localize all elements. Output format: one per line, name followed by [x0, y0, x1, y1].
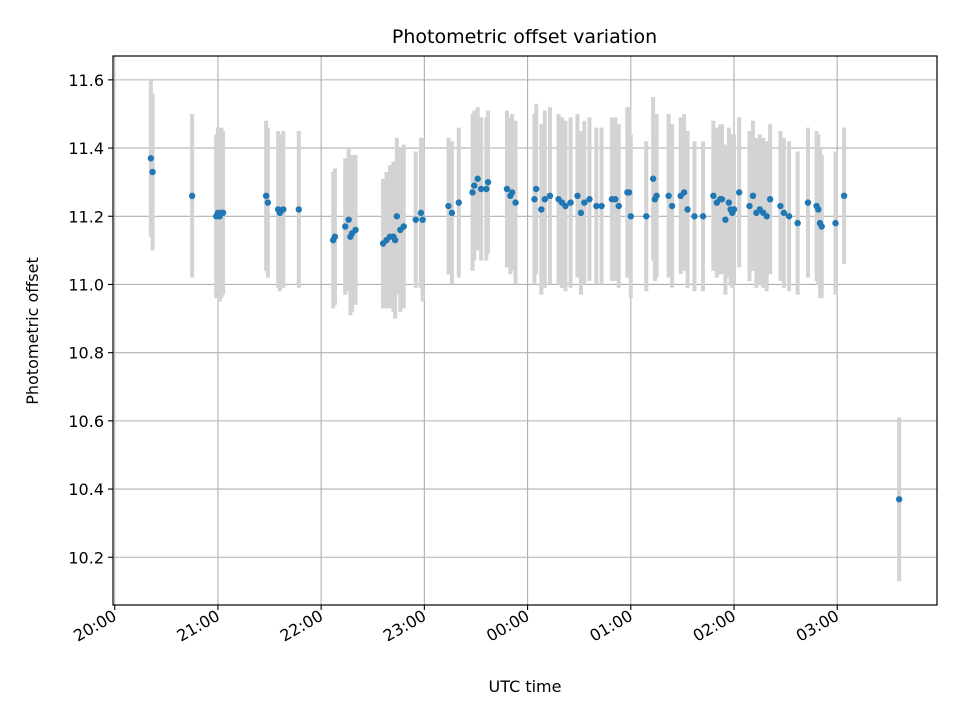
data-point: [680, 189, 688, 196]
data-point: [840, 192, 848, 200]
data-point: [577, 209, 585, 217]
data-point: [735, 189, 743, 196]
data-point: [455, 199, 462, 206]
y-tick-label: 11.2: [68, 207, 104, 226]
data-point: [763, 213, 770, 220]
data-point: [785, 213, 793, 220]
data-point: [725, 199, 733, 206]
data-point: [280, 206, 287, 213]
data-point: [445, 202, 452, 210]
y-tick-label: 10.4: [68, 480, 104, 499]
y-tick-label: 11.0: [68, 275, 104, 294]
data-point: [417, 209, 425, 217]
data-point: [219, 209, 227, 217]
data-point: [400, 223, 407, 230]
data-point: [593, 202, 600, 210]
data-point: [746, 202, 753, 210]
data-point: [895, 496, 903, 503]
data-point: [567, 199, 574, 206]
data-point: [538, 206, 545, 213]
chart-title: Photometric offset variation: [392, 26, 657, 48]
data-point: [586, 196, 593, 203]
data-point: [546, 192, 554, 200]
data-point: [625, 189, 633, 196]
data-point: [532, 185, 540, 193]
data-point: [749, 192, 757, 200]
data-point: [188, 192, 196, 200]
data-point: [643, 213, 650, 220]
y-axis-ticks: 10.2 10.4 10.6 10.8 11.0 11.2 11.4 11.6: [68, 71, 113, 567]
data-point: [815, 206, 822, 213]
data-point: [562, 202, 569, 210]
data-point: [448, 209, 456, 217]
data-point: [665, 192, 672, 200]
data-point: [777, 202, 784, 210]
data-point: [331, 233, 339, 240]
data-point: [469, 189, 476, 196]
data-point: [612, 196, 619, 203]
y-axis-label: Photometric offset: [23, 257, 42, 405]
data-point: [149, 168, 156, 176]
y-tick-label: 11.6: [68, 71, 104, 90]
data-point: [804, 199, 812, 206]
data-point: [832, 219, 839, 227]
data-point: [598, 202, 605, 210]
data-point: [147, 155, 155, 162]
x-axis-label: UTC time: [489, 677, 562, 696]
data-point: [264, 199, 272, 206]
data-point: [531, 196, 538, 203]
data-point: [574, 192, 581, 200]
data-point: [262, 192, 270, 200]
data-point: [684, 206, 691, 213]
data-point: [649, 175, 657, 182]
y-tick-label: 10.2: [68, 548, 104, 567]
y-tick-label: 11.4: [68, 139, 104, 158]
data-point: [352, 226, 359, 234]
data-point: [581, 199, 588, 206]
data-point: [627, 213, 634, 220]
plot-frame: [112, 55, 938, 606]
data-point: [412, 216, 419, 223]
data-point: [295, 206, 302, 213]
data-points: [147, 155, 903, 503]
data-point: [419, 216, 426, 223]
data-point: [615, 202, 622, 210]
data-point: [541, 196, 548, 203]
data-point: [794, 219, 801, 227]
data-point: [818, 223, 825, 230]
y-tick-label: 10.8: [68, 344, 104, 363]
data-point: [730, 206, 738, 213]
data-point: [699, 213, 707, 220]
data-point: [722, 216, 729, 223]
data-point: [391, 236, 399, 244]
y-tick-label: 10.6: [68, 412, 104, 431]
data-point: [477, 185, 485, 193]
data-point: [718, 196, 726, 203]
data-point: [512, 199, 519, 206]
data-point: [766, 196, 774, 203]
data-point: [471, 182, 478, 189]
data-point: [474, 175, 481, 182]
data-point: [483, 185, 490, 193]
data-point: [345, 216, 352, 223]
data-point: [503, 185, 511, 193]
data-point: [780, 209, 788, 217]
data-point: [691, 213, 698, 220]
data-point: [668, 202, 676, 210]
data-point: [342, 223, 349, 230]
data-point: [484, 178, 492, 186]
data-point: [393, 213, 401, 220]
data-point: [508, 189, 516, 196]
data-point: [710, 192, 717, 200]
data-point: [653, 192, 660, 200]
